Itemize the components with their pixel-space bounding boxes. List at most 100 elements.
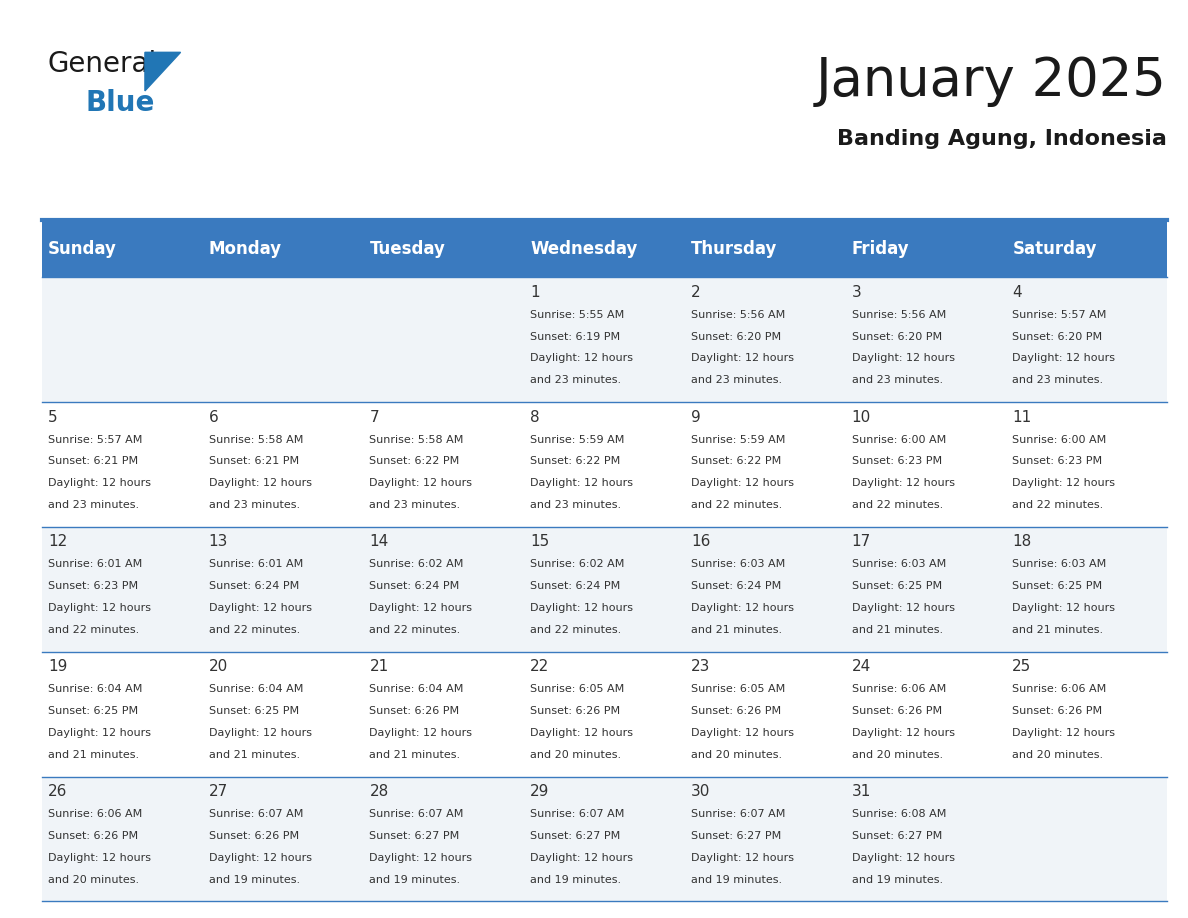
Text: and 20 minutes.: and 20 minutes.: [530, 750, 621, 760]
Text: Sunset: 6:26 PM: Sunset: 6:26 PM: [852, 706, 942, 716]
Text: and 19 minutes.: and 19 minutes.: [691, 875, 782, 885]
Text: 20: 20: [209, 659, 228, 674]
Bar: [42, 277, 1167, 402]
Text: 18: 18: [1012, 534, 1031, 549]
Text: Thursday: Thursday: [691, 240, 777, 258]
Text: and 23 minutes.: and 23 minutes.: [48, 500, 139, 510]
Text: Sunset: 6:27 PM: Sunset: 6:27 PM: [369, 831, 460, 841]
Text: Banding Agung, Indonesia: Banding Agung, Indonesia: [836, 129, 1167, 149]
Text: 19: 19: [48, 659, 68, 674]
Text: 13: 13: [209, 534, 228, 549]
Text: Daylight: 12 hours: Daylight: 12 hours: [48, 603, 151, 613]
Text: Sunrise: 6:00 AM: Sunrise: 6:00 AM: [1012, 434, 1106, 444]
Text: Sunrise: 6:01 AM: Sunrise: 6:01 AM: [48, 559, 143, 569]
Text: 14: 14: [369, 534, 388, 549]
Text: Sunset: 6:21 PM: Sunset: 6:21 PM: [209, 456, 299, 466]
Text: and 21 minutes.: and 21 minutes.: [209, 750, 299, 760]
Text: Tuesday: Tuesday: [369, 240, 446, 258]
Text: Sunrise: 6:07 AM: Sunrise: 6:07 AM: [530, 809, 625, 819]
Text: and 21 minutes.: and 21 minutes.: [852, 625, 943, 635]
Text: Daylight: 12 hours: Daylight: 12 hours: [530, 478, 633, 488]
Text: Sunrise: 6:04 AM: Sunrise: 6:04 AM: [48, 684, 143, 694]
Text: Sunrise: 5:57 AM: Sunrise: 5:57 AM: [1012, 309, 1107, 319]
Text: and 22 minutes.: and 22 minutes.: [209, 625, 301, 635]
Text: Daylight: 12 hours: Daylight: 12 hours: [369, 603, 473, 613]
Text: Sunset: 6:25 PM: Sunset: 6:25 PM: [852, 581, 942, 591]
Text: 2: 2: [691, 285, 701, 299]
Text: Daylight: 12 hours: Daylight: 12 hours: [48, 478, 151, 488]
Text: Sunset: 6:24 PM: Sunset: 6:24 PM: [530, 581, 620, 591]
Text: Daylight: 12 hours: Daylight: 12 hours: [209, 478, 311, 488]
Text: 7: 7: [369, 409, 379, 424]
Text: and 23 minutes.: and 23 minutes.: [691, 375, 782, 386]
Text: and 21 minutes.: and 21 minutes.: [48, 750, 139, 760]
Text: Sunset: 6:26 PM: Sunset: 6:26 PM: [691, 706, 781, 716]
Text: Daylight: 12 hours: Daylight: 12 hours: [48, 853, 151, 863]
Text: Daylight: 12 hours: Daylight: 12 hours: [48, 728, 151, 738]
Text: Daylight: 12 hours: Daylight: 12 hours: [530, 603, 633, 613]
Text: Sunset: 6:25 PM: Sunset: 6:25 PM: [48, 706, 138, 716]
Text: Sunset: 6:26 PM: Sunset: 6:26 PM: [1012, 706, 1102, 716]
Text: 11: 11: [1012, 409, 1031, 424]
Text: 25: 25: [1012, 659, 1031, 674]
Text: Daylight: 12 hours: Daylight: 12 hours: [1012, 478, 1116, 488]
Text: Sunset: 6:23 PM: Sunset: 6:23 PM: [48, 581, 138, 591]
Text: 31: 31: [852, 784, 871, 799]
Text: Wednesday: Wednesday: [530, 240, 638, 258]
Text: and 20 minutes.: and 20 minutes.: [1012, 750, 1104, 760]
Text: and 20 minutes.: and 20 minutes.: [48, 875, 139, 885]
Text: and 22 minutes.: and 22 minutes.: [852, 500, 943, 510]
Text: Sunset: 6:22 PM: Sunset: 6:22 PM: [691, 456, 782, 466]
Text: and 23 minutes.: and 23 minutes.: [530, 500, 621, 510]
Text: Friday: Friday: [852, 240, 909, 258]
Text: Sunset: 6:22 PM: Sunset: 6:22 PM: [369, 456, 460, 466]
Text: Sunrise: 6:07 AM: Sunrise: 6:07 AM: [209, 809, 303, 819]
Text: Sunrise: 5:59 AM: Sunrise: 5:59 AM: [530, 434, 625, 444]
Text: Sunrise: 5:59 AM: Sunrise: 5:59 AM: [691, 434, 785, 444]
Bar: [42, 652, 1167, 777]
Text: 26: 26: [48, 784, 68, 799]
Text: Daylight: 12 hours: Daylight: 12 hours: [209, 853, 311, 863]
Text: Sunrise: 5:56 AM: Sunrise: 5:56 AM: [852, 309, 946, 319]
Text: Sunset: 6:21 PM: Sunset: 6:21 PM: [48, 456, 138, 466]
Text: Daylight: 12 hours: Daylight: 12 hours: [1012, 353, 1116, 364]
Text: Daylight: 12 hours: Daylight: 12 hours: [852, 728, 955, 738]
Bar: [42, 777, 1167, 901]
Text: and 23 minutes.: and 23 minutes.: [530, 375, 621, 386]
Text: and 19 minutes.: and 19 minutes.: [530, 875, 621, 885]
Text: Sunset: 6:23 PM: Sunset: 6:23 PM: [1012, 456, 1102, 466]
Text: 23: 23: [691, 659, 710, 674]
Text: Sunset: 6:25 PM: Sunset: 6:25 PM: [209, 706, 299, 716]
Text: Daylight: 12 hours: Daylight: 12 hours: [691, 853, 794, 863]
Text: Sunrise: 6:02 AM: Sunrise: 6:02 AM: [369, 559, 463, 569]
Text: 21: 21: [369, 659, 388, 674]
Text: Sunrise: 5:55 AM: Sunrise: 5:55 AM: [530, 309, 625, 319]
Text: Sunset: 6:20 PM: Sunset: 6:20 PM: [852, 331, 942, 341]
Text: and 23 minutes.: and 23 minutes.: [209, 500, 299, 510]
Text: 22: 22: [530, 659, 549, 674]
Text: and 23 minutes.: and 23 minutes.: [852, 375, 943, 386]
Text: Sunset: 6:27 PM: Sunset: 6:27 PM: [852, 831, 942, 841]
Text: Daylight: 12 hours: Daylight: 12 hours: [691, 478, 794, 488]
Text: Sunrise: 6:05 AM: Sunrise: 6:05 AM: [691, 684, 785, 694]
Text: Daylight: 12 hours: Daylight: 12 hours: [852, 353, 955, 364]
Text: Daylight: 12 hours: Daylight: 12 hours: [369, 853, 473, 863]
Text: 4: 4: [1012, 285, 1022, 299]
Text: 8: 8: [530, 409, 539, 424]
Text: Sunrise: 5:57 AM: Sunrise: 5:57 AM: [48, 434, 143, 444]
Text: 1: 1: [530, 285, 539, 299]
Text: Sunset: 6:25 PM: Sunset: 6:25 PM: [1012, 581, 1102, 591]
Text: Sunset: 6:24 PM: Sunset: 6:24 PM: [209, 581, 299, 591]
Text: Sunset: 6:26 PM: Sunset: 6:26 PM: [209, 831, 299, 841]
Text: and 22 minutes.: and 22 minutes.: [1012, 500, 1104, 510]
Text: Daylight: 12 hours: Daylight: 12 hours: [209, 728, 311, 738]
Text: Sunset: 6:24 PM: Sunset: 6:24 PM: [369, 581, 460, 591]
Text: Sunrise: 6:03 AM: Sunrise: 6:03 AM: [1012, 559, 1106, 569]
Text: Sunset: 6:26 PM: Sunset: 6:26 PM: [530, 706, 620, 716]
Text: 12: 12: [48, 534, 68, 549]
Text: Daylight: 12 hours: Daylight: 12 hours: [852, 603, 955, 613]
Text: 24: 24: [852, 659, 871, 674]
Text: Daylight: 12 hours: Daylight: 12 hours: [530, 353, 633, 364]
Text: Blue: Blue: [86, 89, 154, 118]
Text: 6: 6: [209, 409, 219, 424]
